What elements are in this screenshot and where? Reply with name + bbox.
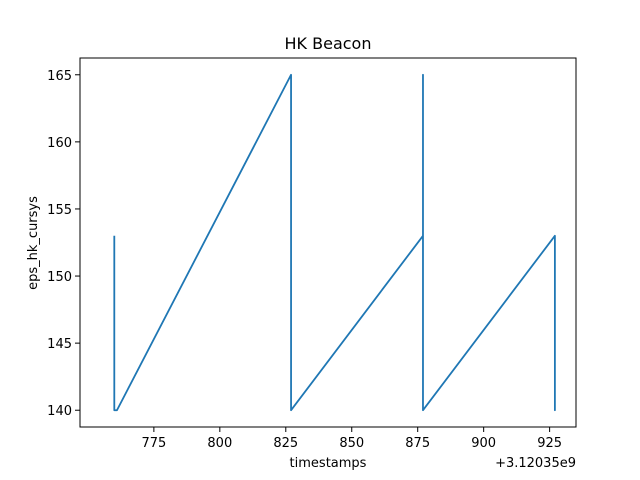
x-tick-label: 850 bbox=[339, 436, 364, 451]
plot-area-frame bbox=[79, 57, 577, 428]
x-tick-label: 775 bbox=[141, 436, 166, 451]
y-tick-label: 155 bbox=[47, 203, 72, 218]
x-tick-label: 925 bbox=[537, 436, 562, 451]
y-axis-label: eps_hk_cursys bbox=[26, 196, 41, 290]
y-tick-label: 165 bbox=[47, 69, 72, 84]
x-tick-label: 800 bbox=[207, 436, 232, 451]
x-tick-label: 900 bbox=[471, 436, 496, 451]
x-tick-label: 875 bbox=[405, 436, 430, 451]
x-axis-label: timestamps bbox=[290, 456, 367, 471]
y-tick-label: 140 bbox=[47, 404, 72, 419]
y-tick-label: 160 bbox=[47, 136, 72, 151]
y-tick-label: 150 bbox=[47, 270, 72, 285]
x-tick-label: 825 bbox=[273, 436, 298, 451]
y-tick-label: 145 bbox=[47, 337, 72, 352]
chart-title: HK Beacon bbox=[285, 34, 372, 53]
series-line-0 bbox=[113, 73, 556, 412]
x-offset-label: +3.12035e9 bbox=[495, 456, 576, 471]
